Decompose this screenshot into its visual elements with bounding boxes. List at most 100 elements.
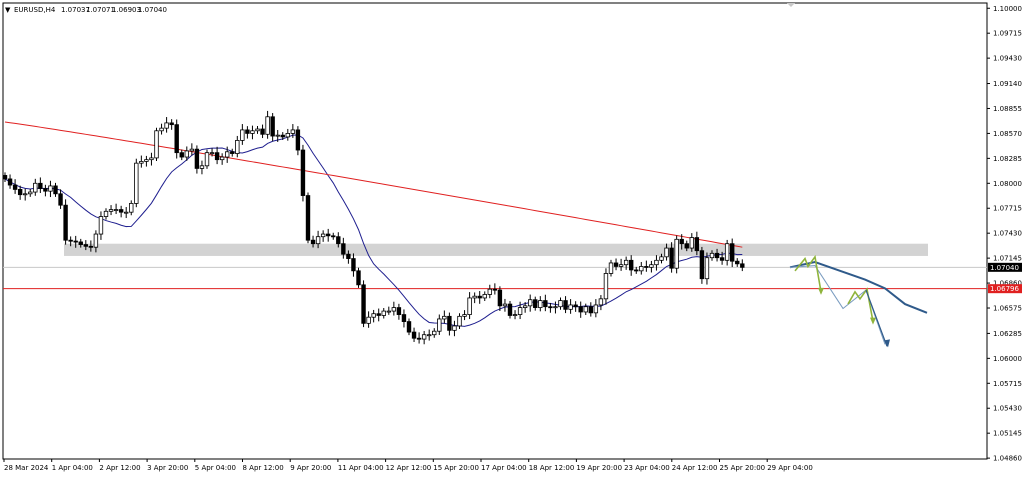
candle-bullish: [250, 130, 255, 134]
candle-bearish: [305, 195, 311, 241]
forecast-zigzag-green-1[interactable]: [794, 254, 822, 292]
candle-bullish: [240, 129, 245, 141]
candle-bullish: [482, 294, 487, 299]
candle-bullish: [144, 159, 149, 162]
forecast-path-blue[interactable]: [789, 261, 928, 314]
candle-bearish: [730, 243, 735, 262]
candle-bullish: [164, 122, 169, 129]
candle-bearish: [533, 299, 538, 308]
y-tick-label: 1.07430: [993, 230, 1022, 238]
forecast-path-thin[interactable]: [789, 265, 886, 345]
candle-bullish: [553, 306, 558, 309]
candle-bullish: [103, 210, 109, 217]
candle-bullish: [290, 129, 296, 134]
y-tick-label: 1.05715: [993, 380, 1022, 388]
y-tick-label: 1.09430: [993, 55, 1022, 63]
candle-bearish: [331, 235, 336, 238]
y-tick-label: 1.06285: [993, 330, 1022, 338]
forecast-arrow-blue[interactable]: [884, 339, 890, 348]
candle-bearish: [684, 243, 689, 249]
candle-bearish: [68, 239, 73, 242]
candle-bullish: [724, 243, 730, 261]
plot-frame: [2, 2, 988, 460]
current-price-tag-bg: [988, 262, 1022, 272]
candle-bearish: [2, 175, 8, 180]
ma-fast-line: [4, 134, 743, 327]
candle-bearish: [401, 314, 407, 322]
candle-bearish: [336, 236, 341, 245]
x-tick-label: 3 Apr 20:00: [147, 464, 188, 472]
candle-bullish: [371, 313, 376, 318]
candle-bearish: [644, 266, 649, 268]
candle-bearish: [361, 284, 366, 324]
chart-shift-marker[interactable]: [787, 3, 795, 7]
y-tick-label: 1.05430: [993, 405, 1022, 413]
candle-bearish: [214, 152, 220, 161]
forecast-arrow-green-2[interactable]: [870, 317, 876, 325]
candle-bullish: [528, 299, 533, 307]
candle-bullish: [48, 185, 53, 192]
candle-bearish: [179, 152, 184, 158]
candle-bullish: [381, 310, 386, 316]
candle-bearish: [43, 188, 48, 192]
candle-bearish: [497, 289, 503, 307]
y-tick-label: 1.09715: [993, 30, 1022, 38]
candle-bearish: [53, 185, 58, 195]
collapse-arrow-icon[interactable]: ▼: [5, 6, 11, 14]
candle-bearish: [17, 189, 23, 196]
candle-bullish: [517, 307, 523, 315]
candle-bearish: [58, 193, 63, 206]
candle-bearish: [477, 295, 482, 299]
x-tick-label: 23 Apr 04:00: [624, 464, 670, 472]
candle-bearish: [563, 300, 568, 310]
candle-bullish: [28, 191, 33, 195]
y-tick-label: 1.08855: [993, 105, 1022, 113]
candle-bearish: [7, 178, 13, 186]
candle-bearish: [300, 149, 306, 196]
ohlc-close: 1.07040: [138, 6, 167, 14]
candle-bullish: [22, 193, 28, 196]
candle-bearish: [356, 270, 361, 286]
x-tick-label: 9 Apr 20:00: [290, 464, 331, 472]
candle-bearish: [310, 239, 316, 245]
current-price-tag: 1.07040: [990, 264, 1019, 272]
resistance-zone[interactable]: [64, 243, 928, 256]
x-tick-label: 12 Apr 12:00: [386, 464, 432, 472]
y-tick-label: 1.06000: [993, 355, 1022, 363]
candle-bullish: [689, 237, 694, 249]
x-tick-label: 24 Apr 12:00: [672, 464, 718, 472]
candle-bullish: [315, 236, 321, 245]
candle-bearish: [346, 253, 351, 259]
candle-bearish: [194, 148, 200, 169]
candle-bearish: [613, 262, 619, 267]
candle-bullish: [709, 252, 715, 259]
candle-bearish: [573, 304, 578, 308]
forecast-arrow-green-1[interactable]: [818, 287, 824, 295]
candle-bearish: [325, 233, 331, 237]
y-tick-label: 1.08570: [993, 130, 1022, 138]
candle-bullish: [659, 256, 664, 261]
y-tick-label: 1.07145: [993, 255, 1022, 263]
candle-bearish: [295, 129, 301, 151]
candle-bearish: [174, 124, 179, 154]
forecast-zigzag-green-2[interactable]: [847, 287, 874, 322]
candle-bullish: [522, 305, 528, 308]
x-tick-label: 1 Apr 04:00: [52, 464, 93, 472]
y-tick-label: 1.06860: [993, 280, 1022, 288]
candle-bullish: [487, 288, 492, 295]
candle-bullish: [255, 128, 260, 132]
y-tick-label: 1.08285: [993, 155, 1022, 163]
candle-bullish: [189, 148, 195, 152]
candle-bearish: [270, 116, 275, 137]
candle-bearish: [714, 252, 720, 259]
candle-bullish: [593, 304, 599, 314]
candle-bearish: [280, 134, 285, 138]
candle-bullish: [568, 304, 573, 310]
y-tick-label: 1.10000: [993, 5, 1022, 13]
ohlc-low: 1.06903: [112, 6, 141, 14]
forecast-target-line[interactable]: [865, 289, 888, 347]
candle-bullish: [452, 325, 457, 331]
y-tick-label: 1.07715: [993, 205, 1022, 213]
